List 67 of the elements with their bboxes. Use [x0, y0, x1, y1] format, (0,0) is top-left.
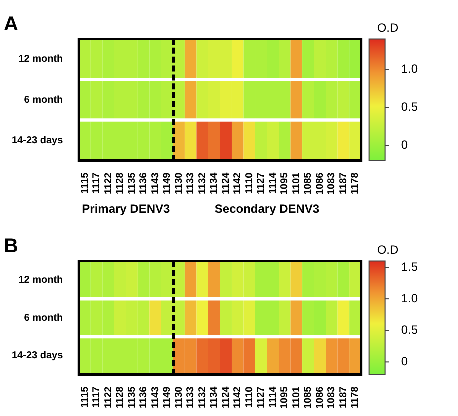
y-tick-label: 6 month: [24, 94, 64, 106]
x-tick-label: 1130: [174, 386, 185, 409]
color-bar-label: 0: [401, 138, 408, 152]
color-bar-label: 1.0: [401, 62, 418, 76]
x-tick-label: 1083: [326, 386, 338, 410]
text: Primary DENV3: [82, 202, 170, 216]
y-tick-label: 12 month: [18, 274, 64, 286]
x-tick-label: 1086: [314, 386, 326, 410]
x-tick-label: 1178: [350, 386, 362, 409]
x-tick-label: 1135: [126, 172, 138, 195]
x-tick-label: 1114: [268, 172, 279, 194]
x-tick-label: 1132: [197, 386, 208, 409]
x-tick-label: 1115: [80, 386, 91, 408]
y-tick-label: 12 month: [18, 54, 64, 66]
x-tick-label: 1122: [103, 386, 114, 409]
x-tick-label: 1124: [220, 172, 232, 195]
x-tick-label: 1127: [256, 172, 268, 195]
x-tick-label: 1187: [338, 172, 350, 195]
x-tick-label: 1136: [138, 386, 150, 409]
chart-title: A: [4, 14, 18, 36]
x-tick-label: 1128: [115, 386, 126, 409]
color-bar-title: O.D: [377, 243, 399, 258]
x-tick-label: 1143: [150, 386, 162, 409]
y-tick-label: 6 month: [24, 312, 64, 324]
x-tick-label: 1110: [244, 172, 256, 194]
x-tick-label: 1122: [103, 172, 114, 195]
x-tick-label: 1149: [162, 386, 174, 409]
chart-title: B: [4, 236, 18, 258]
y-tick-label: 14-23 days: [12, 135, 64, 146]
x-tick-label: 1130: [174, 172, 185, 195]
x-tick-label: 1117: [92, 172, 103, 194]
color-bar-label: 0.5: [401, 100, 418, 114]
x-tick-label: 1132: [197, 172, 208, 195]
x-tick-label: 1085: [303, 172, 314, 196]
y-tick-label: 14-23 days: [12, 350, 64, 362]
color-bar-label: 0: [401, 354, 408, 368]
color-bar-label: 1.5: [401, 260, 418, 274]
x-tick-label: 1115: [80, 172, 91, 194]
x-tick-label: 1101: [291, 386, 302, 409]
x-tick-label: 1142: [232, 386, 244, 409]
x-tick-label: 1101: [291, 172, 302, 195]
x-tick-label: 1187: [338, 386, 350, 409]
x-tick-label: 1133: [186, 172, 197, 195]
x-tick-label: 1134: [209, 172, 220, 195]
x-tick-label: 1134: [209, 386, 220, 409]
x-tick-label: 1083: [326, 172, 338, 196]
color-bar-label: 1.0: [401, 291, 418, 306]
x-tick-label: 1114: [268, 386, 279, 408]
x-tick-label: 1127: [256, 386, 268, 409]
x-tick-label: 1110: [244, 386, 256, 408]
x-tick-label: 1149: [162, 172, 174, 195]
x-tick-label: 1095: [280, 386, 291, 410]
x-tick-label: 1143: [150, 172, 162, 195]
x-tick-label: 1136: [138, 172, 150, 195]
x-tick-label: 1124: [220, 386, 232, 409]
color-bar-label: 0.5: [401, 322, 418, 337]
x-tick-label: 1085: [303, 386, 314, 410]
text: Secondary DENV3: [214, 202, 320, 216]
x-tick-label: 1142: [232, 172, 244, 195]
x-tick-label: 1086: [314, 172, 326, 196]
x-tick-label: 1095: [280, 172, 291, 196]
x-tick-label: 1133: [186, 386, 197, 409]
x-tick-label: 1117: [92, 386, 103, 408]
x-tick-label: 1135: [126, 386, 138, 409]
color-bar-title: O.D: [377, 21, 399, 36]
x-tick-label: 1178: [350, 172, 362, 195]
x-tick-label: 1128: [115, 172, 126, 195]
